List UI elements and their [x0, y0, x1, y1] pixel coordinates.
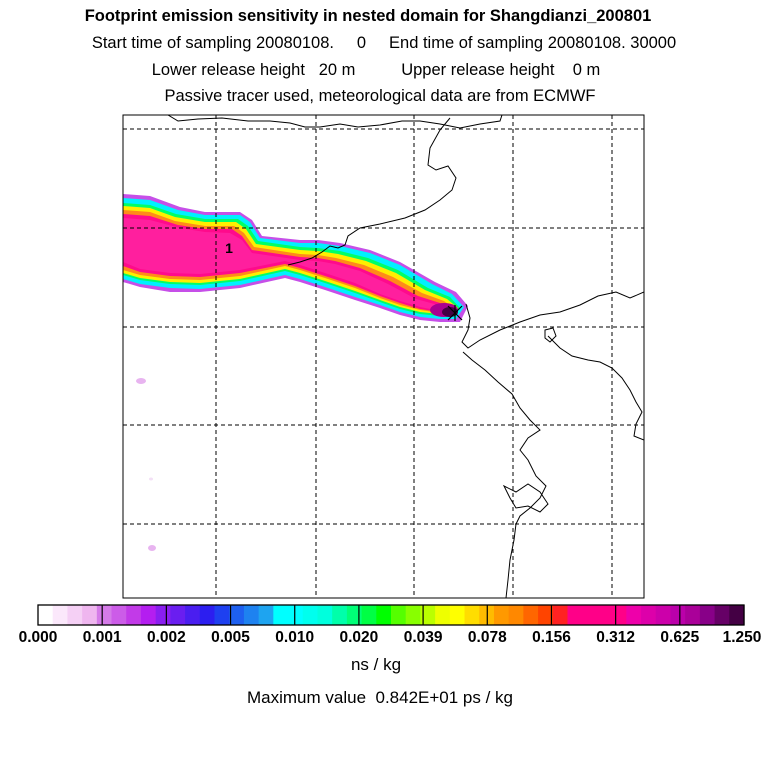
colorbar-cell [626, 605, 642, 625]
colorbar-cell [111, 605, 127, 625]
colorbar-cell [214, 605, 230, 625]
colorbar-cell [391, 605, 407, 625]
colorbar-cell [714, 605, 730, 625]
contour-label: 1 [225, 240, 233, 256]
colorbar-cell [361, 605, 377, 625]
colorbar-tick-label: 0.312 [596, 629, 635, 646]
colorbar-cell [685, 605, 701, 625]
colorbar-cell [346, 605, 363, 625]
plume [123, 194, 468, 551]
colorbar-tick-label: 0.039 [403, 629, 443, 646]
colorbar-tick-label: 0.001 [82, 629, 122, 646]
colorbar-cell [288, 605, 304, 625]
colorbar [38, 605, 745, 625]
colorbar-cell [185, 605, 201, 625]
colorbar-cell [655, 605, 672, 625]
maximum-label: Maximum value [246, 688, 367, 707]
colorbar-cell [126, 605, 142, 625]
colorbar-cell [611, 605, 627, 625]
colorbar-cell [523, 605, 539, 625]
tracer-note: Passive tracer used, meteorological data… [164, 87, 596, 105]
colorbar-cell [170, 605, 186, 625]
map-title: Footprint emission sensitivity in nested… [84, 7, 652, 25]
colorbar-cell [420, 605, 436, 625]
receptor-marker [447, 305, 463, 321]
colorbar-cell [229, 605, 245, 625]
colorbar-cell [670, 605, 686, 625]
coastline-peninsula [461, 291, 644, 349]
colorbar-tick-label: 0.156 [532, 629, 571, 646]
end-time-value: 20080108. 30000 [547, 34, 677, 52]
colorbar-cell [508, 605, 524, 625]
colorbar-cell [641, 605, 657, 625]
colorbar-cell [332, 605, 348, 625]
colorbar-cell [317, 605, 333, 625]
colorbar-cell [96, 605, 113, 625]
graticule [123, 115, 644, 598]
colorbar-cell [582, 605, 598, 625]
colorbar-tick-label: 0.000 [18, 629, 58, 646]
lower-release-value: 20 m [318, 61, 356, 79]
colorbar-ticks [101, 605, 681, 625]
map-frame [122, 114, 645, 599]
end-time-label: End time of sampling [389, 34, 544, 52]
coastline-island [544, 327, 557, 343]
colorbar-tick-label: 0.625 [660, 629, 700, 646]
colorbar-cell [464, 605, 480, 625]
colorbar-cell [199, 605, 216, 625]
colorbar-cell [449, 605, 466, 625]
colorbar-cell [67, 605, 83, 625]
speck [149, 477, 153, 481]
speck [148, 545, 156, 551]
korea-coast [547, 335, 644, 441]
colorbar-tick-label: 0.005 [211, 629, 250, 646]
speck [136, 378, 146, 384]
colorbar-cell [405, 605, 422, 625]
colorbar-frame [37, 604, 745, 626]
upper-release-value: 0 m [572, 61, 601, 79]
maximum-value: Maximum value 0.842E+01 ps / kg [0, 689, 764, 706]
colorbar-cell [273, 605, 289, 625]
colorbar-tick-label: 0.010 [275, 629, 315, 646]
sampling-times: Start time of sampling 20080108. 0 End t… [0, 35, 768, 52]
start-time-label: Start time of sampling [91, 34, 252, 52]
colorbar-tick-label: 0.020 [339, 629, 379, 646]
start-time-value: 20080108. [255, 34, 334, 52]
plume-layer-core [123, 218, 450, 312]
colorbar-cell [567, 605, 583, 625]
border-line [167, 115, 503, 129]
colorbar-cell [243, 605, 260, 625]
colorbar-cell [729, 605, 745, 625]
coastline-shandong [502, 483, 549, 513]
colorbar-tick-label: 1.250 [722, 629, 762, 646]
colorbar-cell [596, 605, 613, 625]
colorbar-cell [52, 605, 69, 625]
release-heights: Lower release height 20 m Upper release … [0, 62, 760, 79]
colorbar-cell [435, 605, 451, 625]
units-label: ns / kg [350, 655, 402, 674]
colorbar-cell [155, 605, 171, 625]
maximum-number: 0.842E+01 ps / kg [375, 688, 514, 707]
colorbar-cell [38, 605, 54, 625]
colorbar-cell [376, 605, 392, 625]
colorbar-cell [82, 605, 98, 625]
colorbar-cell [258, 605, 274, 625]
colorbar-tick-label: 0.078 [467, 629, 507, 646]
colorbar-cell [493, 605, 510, 625]
colorbar-cell [538, 605, 554, 625]
colorbar-cell [552, 605, 569, 625]
colorbar-cell [699, 605, 716, 625]
coastline-bay [287, 117, 457, 266]
colorbar-cell [302, 605, 319, 625]
coastlines [167, 115, 644, 598]
colorbar-cell [140, 605, 157, 625]
coastline-east [462, 351, 547, 598]
upper-release-label: Upper release height [401, 61, 555, 79]
start-time-hour: 0 [356, 34, 367, 52]
colorbar-tick-label: 0.002 [146, 629, 186, 646]
lower-release-label: Lower release height [151, 61, 305, 79]
